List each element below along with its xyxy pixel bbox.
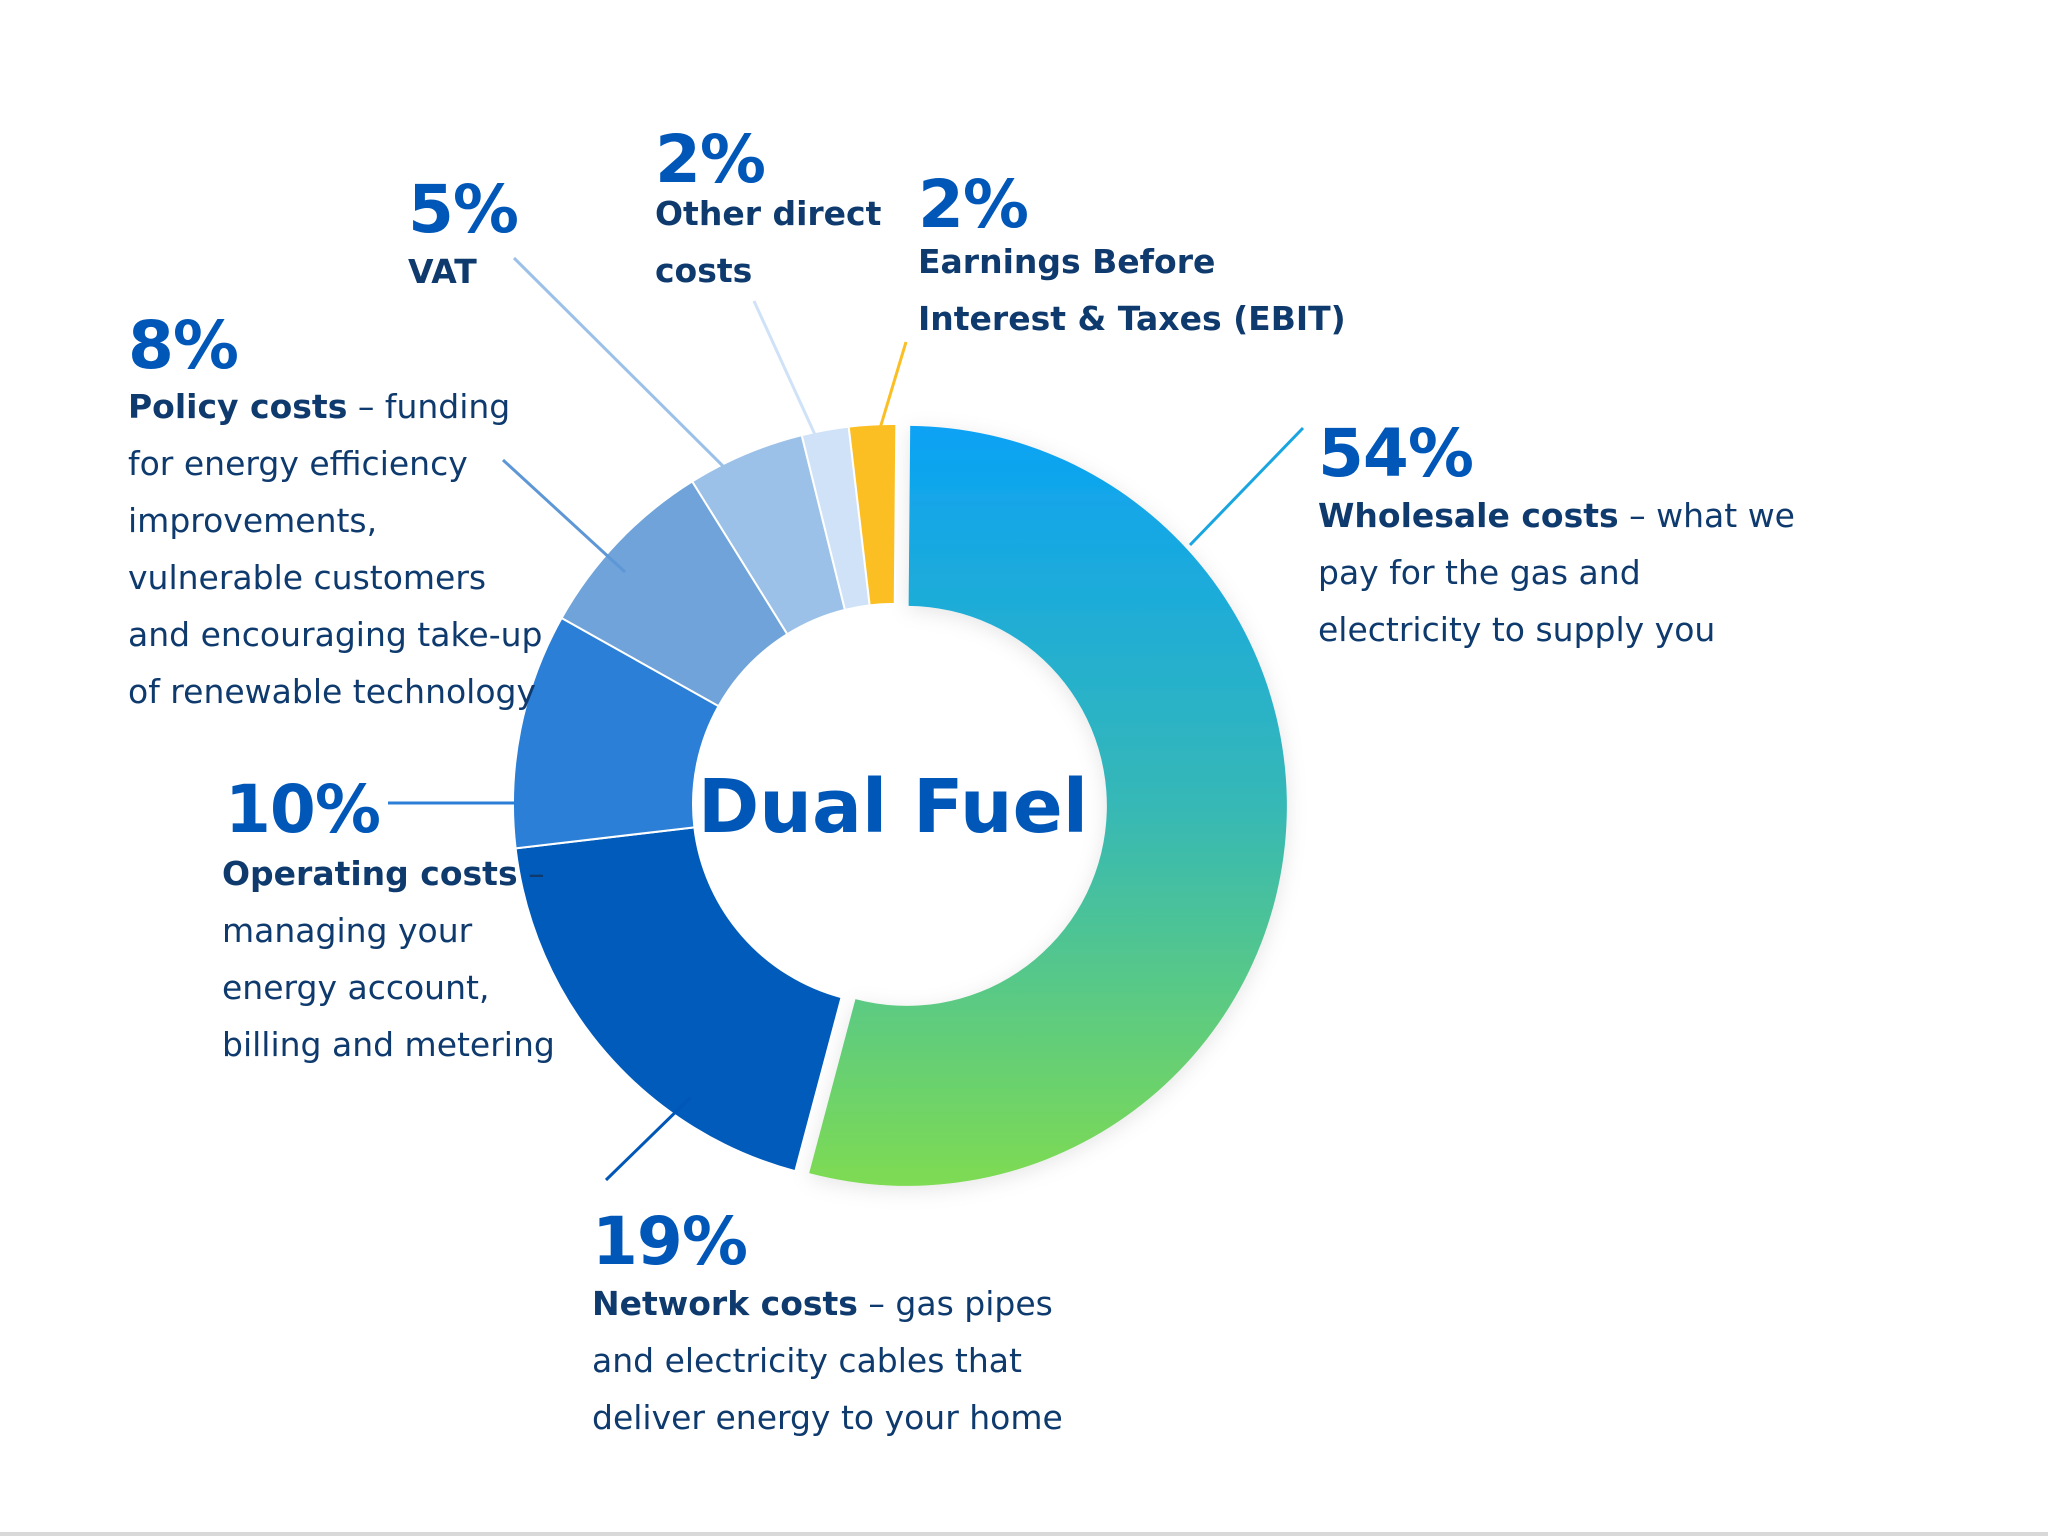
- donut-slices: [512, 423, 1287, 1186]
- slice-network: [514, 826, 843, 1173]
- desc-line-wholesale: pay for the gas and: [1318, 553, 1641, 592]
- desc-line-policy: Policy costs – funding: [128, 387, 510, 426]
- leader-line-network: [604, 1096, 692, 1182]
- desc-line-network: Network costs – gas pipes: [592, 1284, 1053, 1323]
- desc-line-operating: energy account,: [222, 968, 489, 1007]
- desc-line-network: deliver energy to your home: [592, 1398, 1063, 1437]
- value-label-wholesale: 54%: [1318, 415, 1473, 492]
- leader-lines: [388, 256, 1305, 1182]
- desc-line-policy: and encouraging take-up: [128, 615, 542, 654]
- leader-line-vat: [512, 256, 747, 490]
- desc-line-wholesale: Wholesale costs – what we: [1318, 496, 1795, 535]
- value-label-network: 19%: [592, 1203, 747, 1280]
- desc-line-operating: Operating costs –: [222, 854, 545, 893]
- desc-line-policy: vulnerable customers: [128, 558, 486, 597]
- desc-line-operating: managing your: [222, 911, 473, 950]
- leader-line-policy: [501, 458, 627, 574]
- callouts: 54% Wholesale costs – what we pay for the …: [128, 121, 1795, 1437]
- desc-line-wholesale: electricity to supply you: [1318, 610, 1715, 649]
- desc-line-policy: of renewable technology: [128, 672, 536, 711]
- leader-line-other-direct: [752, 300, 829, 462]
- value-label-policy: 8%: [128, 307, 238, 384]
- slice-ebit: [847, 423, 898, 607]
- slice-wholesale: [809, 425, 1287, 1186]
- desc-line-policy: improvements,: [128, 501, 377, 540]
- desc-line-operating: billing and metering: [222, 1025, 555, 1064]
- desc-line-network: and electricity cables that: [592, 1341, 1022, 1380]
- desc-line-vat: VAT: [408, 252, 477, 291]
- bottom-rule: [0, 1532, 2048, 1536]
- value-label-other-direct: 2%: [655, 121, 765, 198]
- chart-title: Dual Fuel: [698, 764, 1088, 850]
- leader-line-wholesale: [1188, 426, 1305, 547]
- desc-line-policy: for energy efficiency: [128, 444, 468, 483]
- value-label-operating: 10%: [225, 771, 380, 848]
- value-label-vat: 5%: [408, 171, 518, 248]
- value-label-ebit: 2%: [918, 166, 1028, 243]
- desc-line-ebit: Earnings Before: [918, 242, 1215, 281]
- desc-line-other-direct: Other direct: [655, 194, 882, 233]
- desc-line-other-direct: costs: [655, 251, 752, 290]
- desc-line-ebit: Interest & Taxes (EBIT): [918, 299, 1346, 338]
- leader-line-ebit: [870, 341, 908, 456]
